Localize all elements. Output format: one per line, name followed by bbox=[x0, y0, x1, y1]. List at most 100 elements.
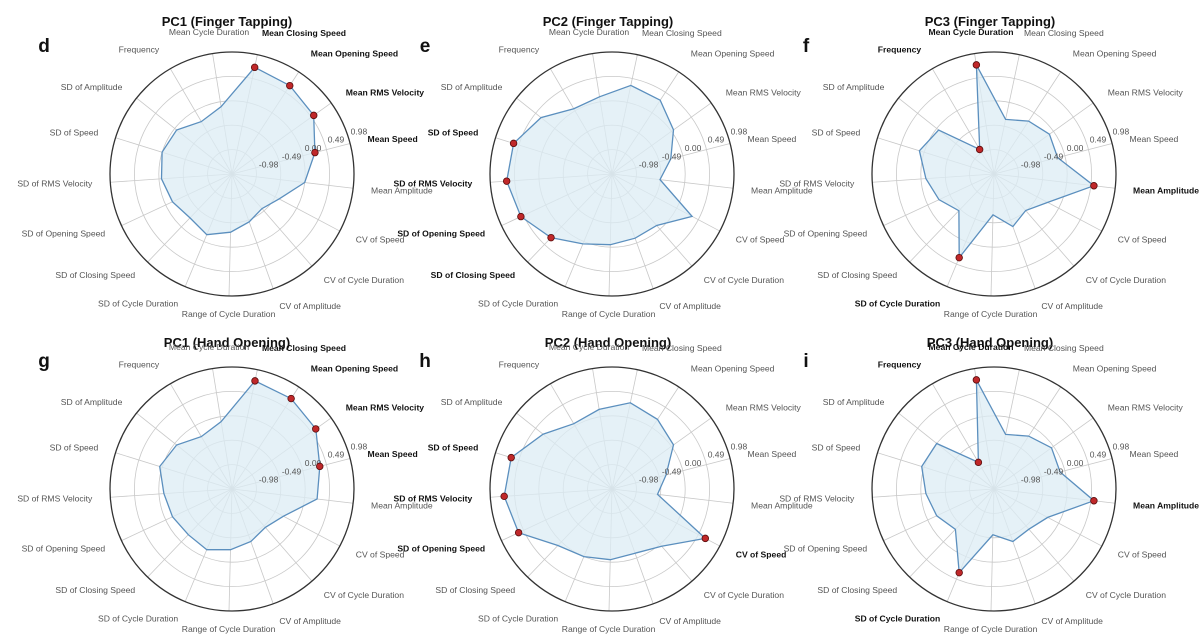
axis-label: Frequency bbox=[499, 45, 540, 55]
axis-label: Mean Closing Speed bbox=[1024, 28, 1104, 38]
axis-label: CV of Cycle Duration bbox=[324, 590, 404, 600]
axis-label: Mean Amplitude bbox=[1133, 500, 1199, 510]
ring-label: 0.98 bbox=[351, 441, 368, 451]
axis-label: CV of Amplitude bbox=[1041, 301, 1103, 311]
axis-label: CV of Amplitude bbox=[659, 301, 721, 311]
axis-label: CV of Amplitude bbox=[1041, 616, 1103, 626]
panel-title: PC3 (Hand Opening) bbox=[927, 335, 1053, 350]
axis-label: SD of RMS Velocity bbox=[779, 493, 855, 503]
data-point-marker bbox=[310, 111, 318, 120]
axis-label: Mean Speed bbox=[368, 449, 418, 459]
axis-label: Range of Cycle Duration bbox=[182, 309, 276, 319]
ring-label: -0.98 bbox=[639, 160, 659, 170]
axis-label: Mean RMS Velocity bbox=[1108, 87, 1184, 97]
ring-label: 0.49 bbox=[328, 450, 345, 460]
axis-label: CV of Cycle Duration bbox=[324, 275, 404, 285]
axis-label: Range of Cycle Duration bbox=[182, 624, 276, 634]
radar-panel-e: PC2 (Finger Tapping) e -0.98-0.490.00 0.49 0… bbox=[394, 14, 813, 319]
axis-label: CV of Amplitude bbox=[279, 616, 341, 626]
axis-label: SD of Cycle Duration bbox=[478, 613, 558, 623]
axis-label: Mean Speed bbox=[1130, 449, 1179, 459]
axis-label: Mean Amplitude bbox=[371, 185, 433, 195]
axis-label: Range of Cycle Duration bbox=[944, 309, 1038, 319]
axis-label: Mean RMS Velocity bbox=[726, 87, 802, 97]
axis-label: SD of Amplitude bbox=[441, 82, 503, 92]
axis-label: Frequency bbox=[119, 360, 160, 370]
ring-label: 0.49 bbox=[1090, 135, 1107, 145]
axis-label: Range of Cycle Duration bbox=[562, 309, 656, 319]
axis-label: SD of Speed bbox=[50, 442, 99, 452]
axis-label: Mean Speed bbox=[748, 134, 797, 144]
axis-label: Mean Opening Speed bbox=[311, 48, 398, 58]
axis-label: SD of Speed bbox=[812, 127, 861, 137]
axis-label: Range of Cycle Duration bbox=[944, 624, 1038, 634]
axis-label: SD of RMS Velocity bbox=[394, 178, 473, 188]
data-area bbox=[503, 402, 707, 561]
axis-label: Frequency bbox=[499, 360, 540, 370]
axis-label: CV of Speed bbox=[736, 234, 785, 244]
axis-label: SD of Speed bbox=[428, 127, 479, 137]
axis-label: Mean Amplitude bbox=[751, 500, 813, 510]
axis-label: SD of Opening Speed bbox=[22, 543, 106, 553]
ring-label: 0.98 bbox=[731, 441, 748, 451]
axis-label: Mean Amplitude bbox=[1133, 185, 1199, 195]
outer-ring bbox=[489, 366, 735, 612]
axis-label: Mean RMS Velocity bbox=[346, 87, 425, 97]
panel-title: PC1 (Finger Tapping) bbox=[162, 14, 292, 29]
axis-label: SD of Amplitude bbox=[441, 397, 503, 407]
ring-label: -0.49 bbox=[282, 466, 302, 476]
axis-label: SD of Closing Speed bbox=[817, 270, 897, 280]
axis-label: SD of Cycle Duration bbox=[855, 298, 940, 308]
axis-label: SD of Speed bbox=[428, 442, 479, 452]
panel-letter: e bbox=[420, 36, 431, 57]
axis-label: CV of Amplitude bbox=[279, 301, 341, 311]
axis-label: Mean Opening Speed bbox=[1073, 48, 1157, 58]
data-point-marker bbox=[547, 233, 555, 242]
data-point-marker bbox=[955, 568, 963, 577]
axis-label: SD of Closing Speed bbox=[435, 585, 515, 595]
panel-letter: h bbox=[419, 351, 431, 372]
axis-label: Mean Cycle Duration bbox=[169, 342, 249, 352]
data-point-marker bbox=[517, 212, 525, 221]
data-point-marker bbox=[972, 61, 981, 69]
axis-label: Mean Cycle Duration bbox=[549, 27, 629, 37]
ring-label: 0.00 bbox=[685, 143, 702, 153]
data-area bbox=[160, 66, 316, 236]
axis-label: SD of Closing Speed bbox=[55, 585, 135, 595]
axis-label: SD of Amplitude bbox=[61, 82, 123, 92]
axis-label: SD of RMS Velocity bbox=[17, 178, 93, 188]
ring-label: 0.00 bbox=[685, 458, 702, 468]
axis-label: Mean Cycle Duration bbox=[929, 342, 1014, 352]
data-point-marker bbox=[312, 425, 320, 433]
data-point-marker bbox=[287, 394, 295, 403]
axis-label: Mean Cycle Duration bbox=[549, 342, 629, 352]
data-point-marker bbox=[1090, 497, 1098, 505]
axis-label: CV of Speed bbox=[736, 549, 787, 559]
axis-label: Mean Closing Speed bbox=[1024, 343, 1104, 353]
axis-label: Mean Speed bbox=[1130, 134, 1179, 144]
data-point-marker bbox=[972, 376, 981, 384]
panel-title: PC2 (Finger Tapping) bbox=[543, 14, 673, 29]
axis-label: Mean Closing Speed bbox=[642, 28, 722, 38]
data-point-marker bbox=[701, 534, 710, 543]
radar-panel-f: PC3 (Finger Tapping) f -0.98-0.490.00 0.49 0… bbox=[779, 14, 1199, 319]
axis-label: SD of Speed bbox=[812, 442, 861, 452]
outer-ring bbox=[871, 366, 1117, 612]
panel-letter: i bbox=[803, 351, 808, 372]
axis-label: CV of Cycle Duration bbox=[704, 590, 784, 600]
axis-label: Mean RMS Velocity bbox=[346, 402, 425, 412]
axis-label: CV of Speed bbox=[1118, 549, 1167, 559]
axis-label: CV of Speed bbox=[356, 234, 405, 244]
axis-label: SD of Opening Speed bbox=[784, 228, 868, 238]
data-point-marker bbox=[507, 453, 515, 462]
axis-label: SD of Amplitude bbox=[823, 397, 885, 407]
outer-ring bbox=[109, 366, 355, 612]
radar-panel-d: PC1 (Finger Tapping) d -0.98-0.490.00 0.49 0… bbox=[17, 14, 433, 319]
axis-label: SD of RMS Velocity bbox=[17, 493, 93, 503]
grid-ring bbox=[133, 76, 330, 272]
ring-label: -0.98 bbox=[259, 475, 279, 485]
ring-label: -0.49 bbox=[1044, 466, 1064, 476]
axis-label: Mean Closing Speed bbox=[262, 343, 346, 353]
data-point-marker bbox=[974, 458, 983, 467]
axis-label: SD of Opening Speed bbox=[784, 543, 868, 553]
